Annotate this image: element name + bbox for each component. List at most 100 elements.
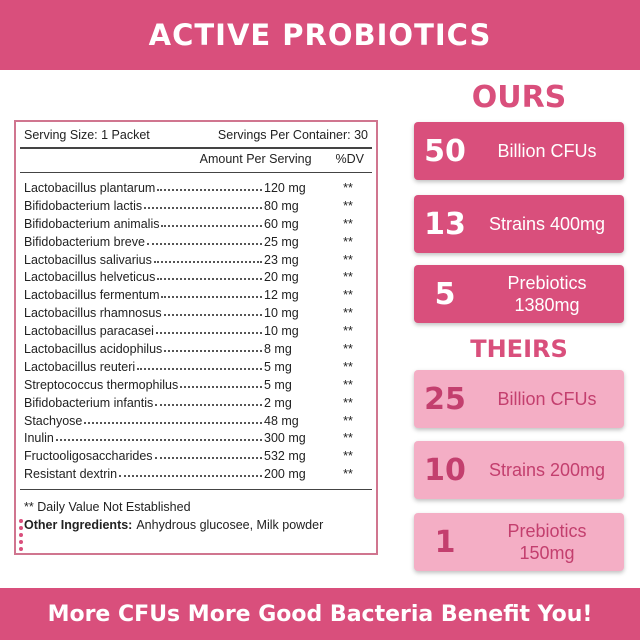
ingredient-row: Lactobacillus reuteri 5 mg **	[24, 358, 368, 376]
ours-heading: OURS	[471, 80, 567, 115]
amount-header: Amount Per Serving	[199, 152, 312, 166]
ingredient-row: Resistant dextrin 200 mg **	[24, 465, 368, 483]
ingredient-amount: 8 mg	[264, 341, 292, 356]
ingredient-dv: **	[343, 341, 353, 356]
ingredient-name: Lactobacillus paracasei	[24, 324, 154, 339]
ingredient-amount: 5 mg	[264, 377, 292, 392]
divider	[20, 172, 372, 173]
ingredient-dv: **	[343, 180, 353, 195]
ingredient-amount: 20 mg	[264, 270, 299, 285]
card-number: 1	[434, 524, 456, 560]
ingredient-name: Resistant dextrin	[24, 467, 118, 482]
divider	[20, 147, 372, 149]
serving-size: Serving Size: 1 Packet	[24, 128, 150, 142]
card-number: 50	[424, 133, 466, 169]
divider	[20, 489, 372, 491]
card-number: 13	[424, 206, 466, 242]
ingredient-dv: **	[343, 216, 353, 231]
ingredient-dv: **	[343, 306, 353, 321]
dot-leader	[161, 296, 262, 299]
ingredient-row: Lactobacillus acidophilus 8 mg **	[24, 340, 368, 358]
decorative-dots	[18, 516, 26, 552]
ingredient-dv: **	[343, 449, 353, 464]
ingredient-row: Inulin 300 mg **	[24, 429, 368, 447]
ingredient-name: Lactobacillus salivarius	[24, 252, 152, 267]
dot-leader	[157, 278, 262, 281]
ingredient-row: Lactobacillus helveticus 20 mg **	[24, 268, 368, 286]
ingredient-row: Lactobacillus plantarum 120 mg **	[24, 179, 368, 197]
other-ingredients-label: Other Ingredients:	[24, 518, 133, 533]
ingredient-amount: 48 mg	[264, 413, 299, 428]
ingredient-list: Lactobacillus plantarum 120 mg ** Bifidobac…	[16, 173, 376, 483]
ingredient-amount: 60 mg	[264, 216, 299, 231]
ingredient-row: Lactobacillus salivarius 23 mg **	[24, 251, 368, 269]
serving-row: Serving Size: 1 Packet Servings Per Cont…	[16, 122, 376, 144]
page-title: ACTIVE PROBIOTICS	[148, 18, 492, 52]
dot-leader	[144, 206, 262, 209]
dot-leader	[161, 224, 262, 227]
card-label: Strains 200mg	[488, 460, 606, 480]
top-banner: ACTIVE PROBIOTICS	[0, 0, 640, 70]
other-ingredients-value: Anhydrous glucosee, Milk powder	[136, 518, 324, 533]
dot-leader	[164, 349, 262, 352]
dot-leader	[180, 385, 262, 388]
ours-card-strains: 13 Strains 400mg	[414, 195, 624, 253]
dot-leader	[155, 403, 262, 406]
card-label: Strains 400mg	[488, 214, 606, 234]
ingredient-name: Lactobacillus acidophilus	[24, 341, 163, 356]
ingredient-name: Lactobacillus fermentum	[24, 288, 160, 303]
dot-leader	[84, 421, 262, 424]
card-number: 5	[434, 276, 456, 312]
ingredient-row: Bifidobacterium breve 25 mg **	[24, 233, 368, 251]
ingredient-name: Bifidobacterium lactis	[24, 198, 143, 213]
ingredient-amount: 23 mg	[264, 252, 299, 267]
ingredient-dv: **	[343, 467, 353, 482]
ingredient-amount: 200 mg	[264, 467, 306, 482]
ingredient-dv: **	[343, 359, 353, 374]
daily-value-note: ** Daily Value Not Established	[24, 500, 191, 515]
ingredient-dv: **	[343, 377, 353, 392]
bottom-banner: More CFUs More Good Bacteria Benefit You…	[0, 588, 640, 640]
ingredient-amount: 25 mg	[264, 234, 299, 249]
ingredient-row: Bifidobacterium lactis 80 mg **	[24, 197, 368, 215]
ingredient-amount: 2 mg	[264, 395, 292, 410]
dv-header: %DV	[335, 152, 364, 166]
servings-per-container: Servings Per Container: 30	[217, 128, 368, 142]
ingredient-amount: 10 mg	[264, 306, 299, 321]
dot-leader	[153, 260, 262, 263]
ingredient-name: Lactobacillus reuteri	[24, 359, 136, 374]
ingredient-dv: **	[343, 270, 353, 285]
card-label: Billion CFUs	[497, 389, 597, 409]
ingredient-amount: 5 mg	[264, 359, 292, 374]
ingredient-dv: **	[343, 288, 353, 303]
ingredient-row: Streptococcus thermophilus 5 mg **	[24, 376, 368, 394]
tagline: More CFUs More Good Bacteria Benefit You…	[47, 601, 593, 627]
column-header: Amount Per Serving %DV	[16, 149, 376, 169]
theirs-card-cfu: 25 Billion CFUs	[414, 370, 624, 428]
ingredient-name: Lactobacillus helveticus	[24, 270, 156, 285]
other-ingredients: Other Ingredients: Anhydrous glucosee, M…	[16, 514, 376, 532]
ingredient-amount: 120 mg	[264, 180, 306, 195]
ingredient-amount: 300 mg	[264, 431, 306, 446]
ingredient-name: Bifidobacterium animalis	[24, 216, 160, 231]
ingredient-row: Lactobacillus fermentum 12 mg **	[24, 286, 368, 304]
theirs-card-strains: 10 Strains 200mg	[414, 441, 624, 499]
theirs-card-prebiotics: 1 Prebiotics 150mg	[414, 513, 624, 571]
ingredient-row: Stachyose 48 mg **	[24, 412, 368, 430]
card-label: Billion CFUs	[497, 141, 597, 161]
card-label: Prebiotics 1380mg	[507, 273, 587, 315]
ingredient-dv: **	[343, 413, 353, 428]
theirs-heading: THEIRS	[470, 335, 568, 363]
dot-leader	[163, 314, 262, 317]
ingredient-dv: **	[343, 198, 353, 213]
dot-leader	[146, 242, 262, 245]
ingredient-name: Lactobacillus rhamnosus	[24, 306, 162, 321]
ingredient-row: Lactobacillus paracasei 10 mg **	[24, 322, 368, 340]
ingredient-name: Stachyose	[24, 413, 83, 428]
ingredient-name: Fructooligosaccharides	[24, 449, 153, 464]
dot-leader	[137, 367, 262, 370]
ingredient-name: Bifidobacterium infantis	[24, 395, 154, 410]
ingredient-name: Bifidobacterium breve	[24, 234, 145, 249]
ingredient-dv: **	[343, 395, 353, 410]
ingredient-amount: 10 mg	[264, 324, 299, 339]
